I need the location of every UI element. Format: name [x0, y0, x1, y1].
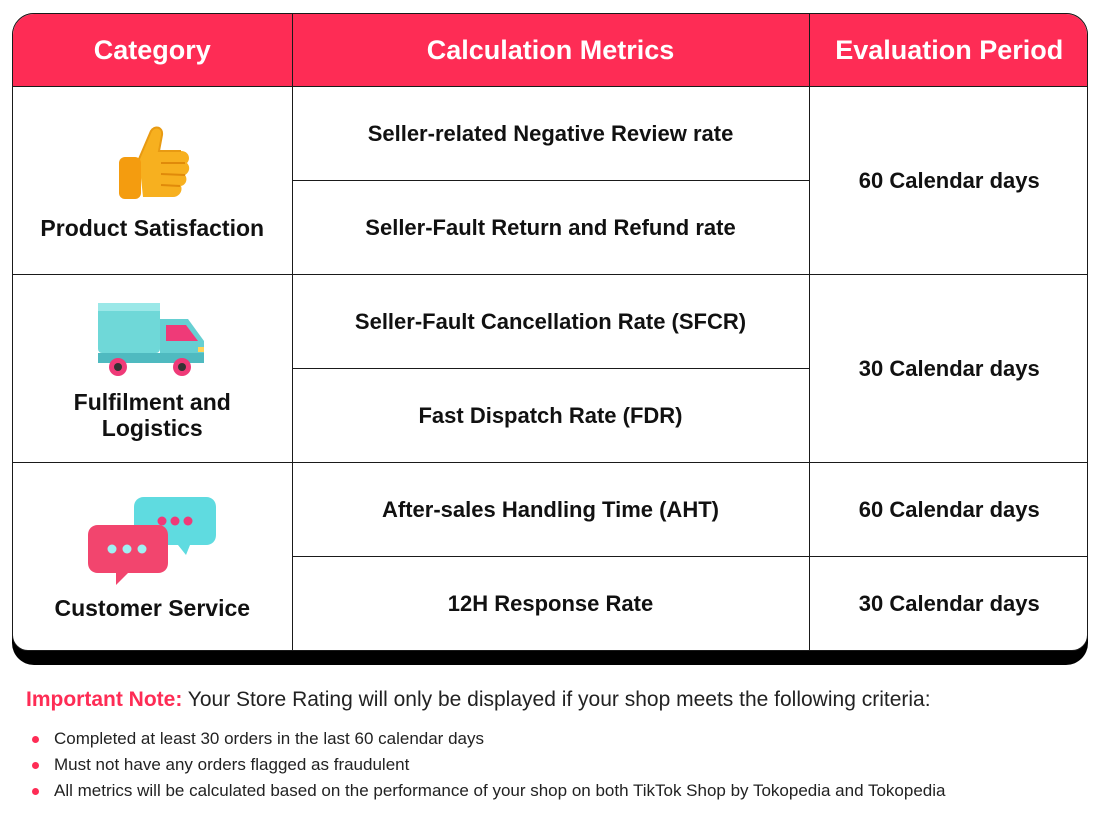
period-cell: 30 Calendar days — [809, 274, 1087, 463]
bullet-icon — [32, 736, 39, 743]
table-row: Fast Dispatch Rate (FDR) — [13, 368, 1087, 463]
metrics-table-container: Category Calculation Metrics Evaluation … — [12, 13, 1088, 651]
category-cell-customer-service: Customer Service — [13, 462, 293, 650]
metric-cell: Seller-related Negative Review rate — [292, 86, 810, 181]
category-cell-product-satisfaction: Product Satisfaction — [13, 86, 293, 275]
thumbs-up-icon — [119, 126, 190, 199]
criteria-list: Completed at least 30 orders in the last… — [26, 726, 945, 804]
important-note-label: Important Note: — [26, 688, 183, 711]
table-row: Product Satisfaction Seller-related Nega… — [13, 86, 1087, 275]
criteria-text: All metrics will be calculated based on … — [54, 781, 946, 800]
period-cell: 30 Calendar days — [858, 590, 1040, 616]
category-label: Customer Service — [54, 595, 251, 622]
bullet-icon — [32, 762, 39, 769]
list-item: Completed at least 30 orders in the last… — [26, 726, 945, 752]
header-evaluation-period: Evaluation Period — [809, 14, 1087, 87]
period-cell: 60 Calendar days — [809, 462, 1087, 557]
table-row: Seller-Fault Return and Refund rate — [13, 180, 1087, 275]
metric-cell: Seller-Fault Cancellation Rate (SFCR) — [292, 274, 810, 369]
table-row: 12H Response Rate 30 Calendar days — [13, 556, 1087, 650]
criteria-text: Must not have any orders flagged as frau… — [54, 755, 410, 774]
category-label-line2: Logistics — [101, 414, 203, 441]
metrics-table: Category Calculation Metrics Evaluation … — [13, 14, 1087, 650]
category-cell-fulfilment-logistics: Fulfilment and Logistics — [13, 274, 293, 463]
category-label: Product Satisfaction — [40, 214, 265, 241]
period-cell: 60 Calendar days — [809, 86, 1087, 275]
important-note-text: Your Store Rating will only be displayed… — [182, 688, 931, 711]
table-row: Customer Service After-sales Handling Ti… — [13, 462, 1087, 650]
important-note: Important Note: Your Store Rating will o… — [26, 688, 931, 712]
metric-cell: Fast Dispatch Rate (FDR) — [292, 368, 810, 463]
table-header-row: Category Calculation Metrics Evaluation … — [13, 14, 1087, 87]
metrics-card: Category Calculation Metrics Evaluation … — [12, 13, 1088, 665]
list-item: All metrics will be calculated based on … — [26, 778, 945, 804]
metric-cell: After-sales Handling Time (AHT) — [292, 462, 810, 557]
chat-bubbles-icon — [88, 497, 217, 586]
header-calculation-metrics: Calculation Metrics — [292, 14, 810, 87]
metric-cell: 12H Response Rate — [292, 556, 810, 650]
metric-cell: Seller-Fault Return and Refund rate — [292, 180, 810, 275]
category-label-line1: Fulfilment and — [73, 388, 231, 415]
table-row: Fulfilment and Logistics Seller-Fault Ca… — [13, 274, 1087, 463]
criteria-text: Completed at least 30 orders in the last… — [54, 729, 484, 748]
list-item: Must not have any orders flagged as frau… — [26, 752, 945, 778]
delivery-truck-icon — [98, 302, 205, 376]
header-category: Category — [13, 14, 293, 87]
bullet-icon — [32, 788, 39, 795]
